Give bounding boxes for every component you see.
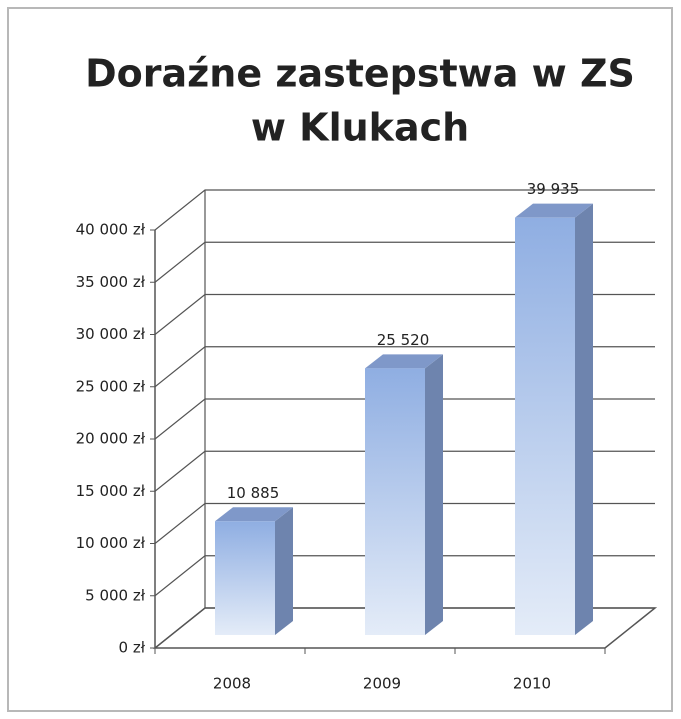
- y-tick-label: 20 000 zł: [76, 430, 146, 448]
- data-label: 39 935: [527, 180, 580, 198]
- x-tick-label: 2009: [363, 675, 401, 693]
- grid-line: [154, 502, 655, 544]
- y-tick-label: 0 zł: [119, 639, 146, 657]
- bar-top: [215, 507, 293, 522]
- bar: [215, 521, 275, 635]
- chart-subtitle: w Klukach: [251, 106, 469, 150]
- bar: [515, 217, 575, 635]
- y-tick-label: 35 000 zł: [76, 273, 146, 291]
- y-tick-label: 15 000 zł: [76, 482, 146, 500]
- grid-line: [154, 189, 655, 231]
- grid-line: [154, 450, 655, 492]
- grid-line: [154, 293, 655, 335]
- bar-top: [515, 203, 593, 218]
- y-tick-label: 25 000 zł: [76, 377, 146, 395]
- bar-top: [365, 354, 443, 369]
- grid-line: [154, 241, 655, 283]
- grid-line: [154, 398, 655, 440]
- grid-line: [154, 555, 655, 597]
- bar-side: [275, 507, 293, 635]
- y-tick-label: 30 000 zł: [76, 325, 146, 343]
- chart-title: Doraźne zastepstwa w ZS: [85, 52, 635, 96]
- y-tick-label: 5 000 zł: [85, 586, 146, 604]
- y-tick-label: 10 000 zł: [76, 534, 146, 552]
- bar: [365, 368, 425, 635]
- y-tick-label: 40 000 zł: [76, 221, 146, 239]
- grid-line: [154, 346, 655, 388]
- data-label: 10 885: [227, 484, 280, 502]
- bar-side: [425, 354, 443, 635]
- data-label: 25 520: [377, 331, 430, 349]
- grid-line: [154, 607, 655, 649]
- x-tick-label: 2008: [213, 675, 251, 693]
- bar-side: [575, 203, 593, 635]
- x-tick-label: 2010: [513, 675, 551, 693]
